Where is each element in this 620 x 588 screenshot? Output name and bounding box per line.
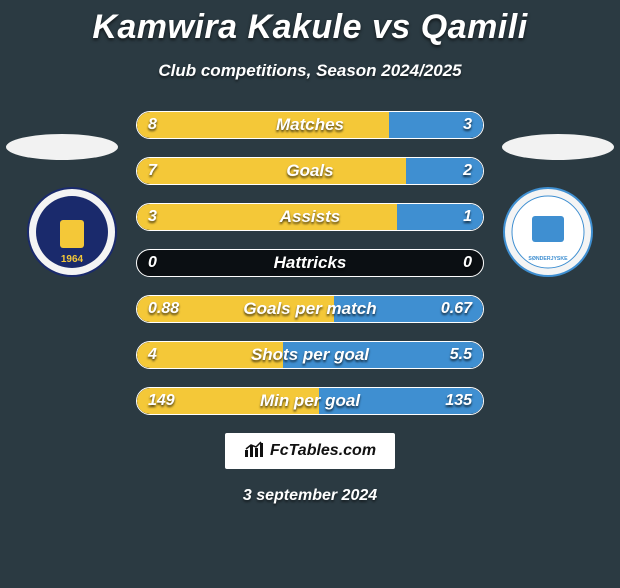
stat-row-min-per-goal: Min per goal149135 — [136, 387, 484, 415]
stat-row-goals-per-match: Goals per match0.880.67 — [136, 295, 484, 323]
stat-row-assists: Assists31 — [136, 203, 484, 231]
right-club-crest: SØNDERJYSKE — [502, 186, 594, 278]
bar-left — [137, 388, 319, 414]
stat-bars: Matches83 Goals72 Assists31 Hattricks00 Goal… — [136, 111, 484, 415]
bar-right — [406, 158, 483, 184]
bar-left — [137, 296, 334, 322]
logo-text: FcTables.com — [270, 442, 376, 460]
stat-row-goals: Goals72 — [136, 157, 484, 185]
bar-left — [137, 112, 389, 138]
bar-right — [334, 296, 483, 322]
stat-row-shots-per-goal: Shots per goal45.5 — [136, 341, 484, 369]
stat-row-matches: Matches83 — [136, 111, 484, 139]
subtitle: Club competitions, Season 2024/2025 — [0, 61, 620, 81]
right-player-ellipse — [502, 134, 614, 160]
left-player-ellipse — [6, 134, 118, 160]
title: Kamwira Kakule vs Qamili — [0, 8, 620, 47]
bar-right — [397, 204, 484, 230]
bar-right — [283, 342, 483, 368]
date: 3 september 2024 — [0, 487, 620, 505]
svg-text:SØNDERJYSKE: SØNDERJYSKE — [528, 256, 568, 262]
bar-right — [389, 112, 483, 138]
bar-left — [137, 342, 283, 368]
bar-left — [137, 204, 397, 230]
svg-text:1964: 1964 — [61, 254, 84, 265]
stat-row-hattricks: Hattricks00 — [136, 249, 484, 277]
bar-left — [137, 158, 406, 184]
fctables-logo: FcTables.com — [225, 433, 395, 469]
chart-icon — [244, 440, 266, 463]
bar-right — [319, 388, 483, 414]
left-club-crest: 1964 — [26, 186, 118, 278]
